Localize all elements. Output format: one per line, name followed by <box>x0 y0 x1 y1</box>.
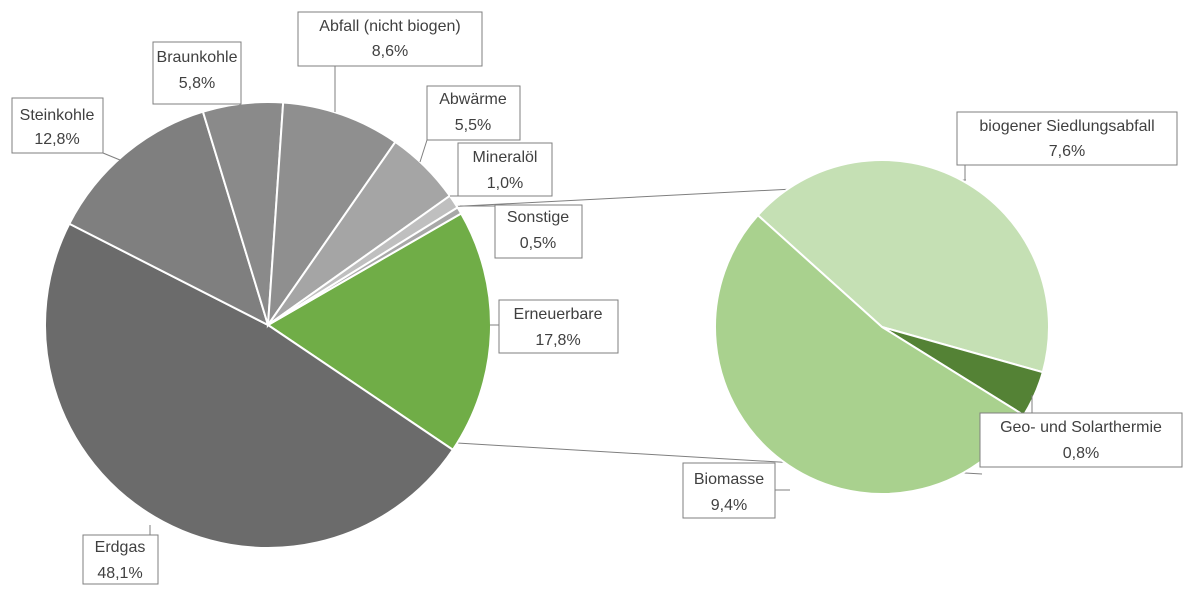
label-box <box>956 111 1178 166</box>
label-box <box>82 534 159 585</box>
slice-label: Erneuerbare <box>514 306 603 323</box>
slice-value: 5,5% <box>455 117 491 134</box>
pie-slice <box>267 206 463 326</box>
label-box <box>297 11 483 67</box>
slice-label: Sonstige <box>507 209 569 226</box>
slice-label: Abwärme <box>439 91 507 108</box>
slice-label: Abfall (nicht biogen) <box>319 18 460 35</box>
leader-line <box>102 152 121 161</box>
label-box <box>457 142 553 197</box>
pie-slice <box>756 159 1050 374</box>
slice-value: 17,8% <box>535 332 580 349</box>
slice-value: 8,6% <box>372 43 408 60</box>
label-box <box>498 299 619 354</box>
label-box <box>682 462 776 519</box>
slice-label: Erdgas <box>95 539 146 556</box>
label-box <box>426 85 521 141</box>
slice-value: 7,6% <box>1049 143 1085 160</box>
slice-label: Braunkohle <box>157 49 238 66</box>
slice-value: 5,8% <box>179 75 215 92</box>
slice-label: biogener Siedlungsabfall <box>979 118 1154 135</box>
slice-value: 9,4% <box>711 497 747 514</box>
pie-slice <box>266 212 492 452</box>
slice-label: Biomasse <box>694 471 764 488</box>
pie-slice <box>44 222 455 549</box>
slice-value: 0,8% <box>1063 445 1099 462</box>
label-box <box>152 41 242 105</box>
slice-label: Geo- und Solarthermie <box>1000 419 1162 436</box>
label-box <box>979 412 1183 468</box>
slice-value: 0,5% <box>520 235 556 252</box>
pie-slice <box>266 101 397 329</box>
slice-value: 12,8% <box>34 131 79 148</box>
label-box <box>11 97 104 154</box>
slice-label: Mineralöl <box>473 149 538 166</box>
pie-slice <box>714 213 1026 495</box>
label-box <box>494 204 583 259</box>
slice-value: 48,1% <box>97 565 142 582</box>
slice-label: Steinkohle <box>20 107 95 124</box>
slice-value: 1,0% <box>487 175 523 192</box>
leader-line <box>419 139 428 163</box>
